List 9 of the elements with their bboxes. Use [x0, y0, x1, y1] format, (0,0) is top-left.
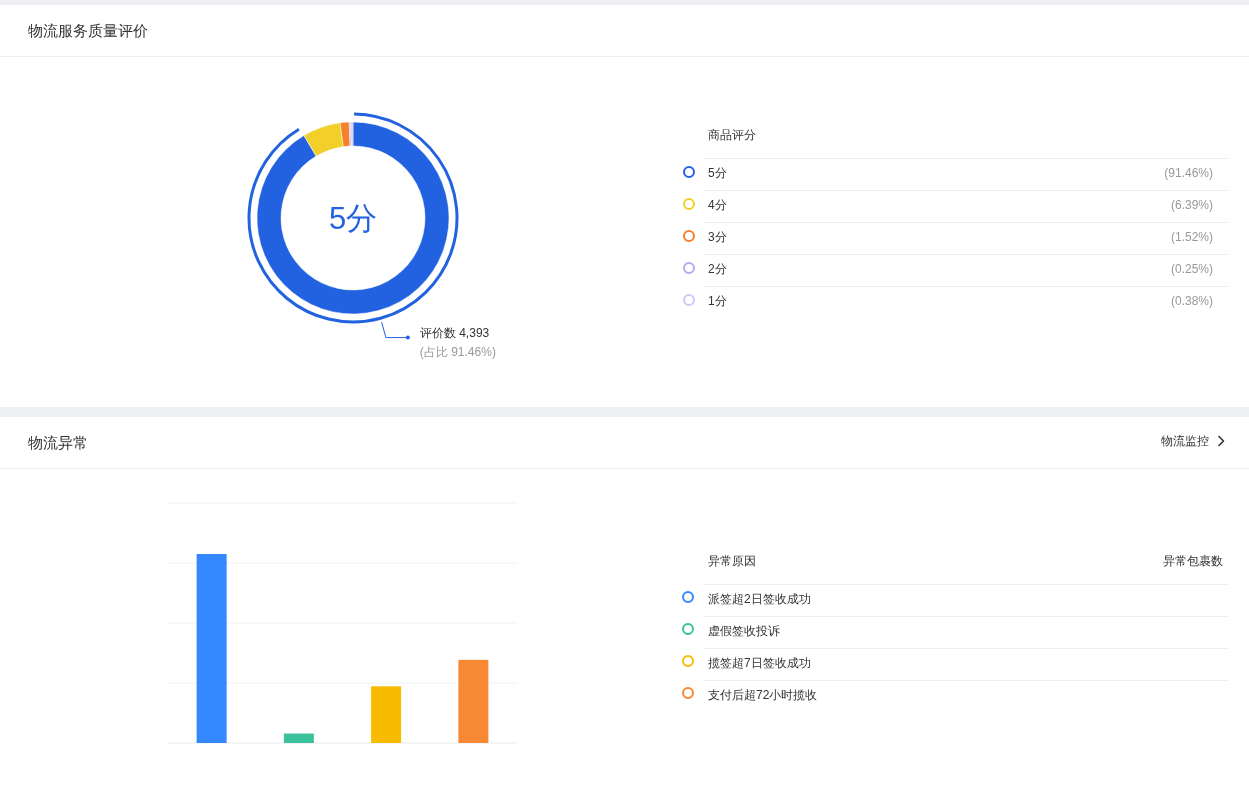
annotation: 物流监控 — [1161, 434, 1209, 448]
annotation: (占比 91.46%) — [419, 344, 496, 359]
title: 物流异常 — [28, 434, 88, 451]
legend-title: 商品评分 — [708, 128, 756, 142]
annotation: 异常包裹数 — [1163, 554, 1223, 568]
annotation: 5分 — [328, 201, 378, 236]
annotation: 评价数 4,393 — [419, 325, 490, 340]
legend-title: 异常原因 — [708, 554, 756, 568]
title: 物流服务质量评价 — [28, 22, 148, 39]
